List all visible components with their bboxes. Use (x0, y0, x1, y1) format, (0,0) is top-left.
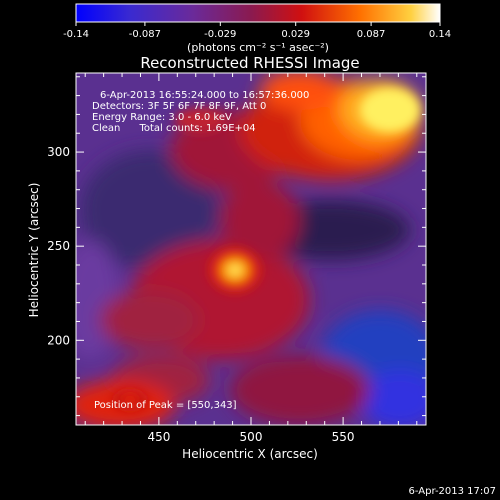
annotation-detectors: Detectors: 3F 5F 6F 7F 8F 9F, Att 0 (92, 101, 266, 112)
x-axis-label: Heliocentric X (arcsec) (182, 447, 318, 461)
annotation-time: 6-Apr-2013 16:55:24.000 to 16:57:36.000 (100, 90, 309, 101)
y-tick-label: 200 (47, 333, 70, 347)
y-axis-label: Heliocentric Y (arcsec) (27, 183, 41, 318)
colorbar-gradient (75, 3, 441, 23)
colorbar-tick-label: -0.029 (204, 29, 236, 40)
chart-title: Reconstructed RHESSI Image (140, 54, 359, 72)
colorbar-tick-label: 0.029 (281, 29, 310, 40)
colorbar-tick-label: -0.14 (63, 29, 89, 40)
colorbar-unit-label: (photons cm⁻² s⁻¹ asec⁻²) (187, 41, 329, 54)
peak-position-label: Position of Peak = [550,343] (94, 400, 237, 411)
colorbar-tick-label: 0.14 (429, 29, 451, 40)
annotation-energy: Energy Range: 3.0 - 6.0 keV (92, 112, 232, 123)
annotation-block: 6-Apr-2013 16:55:24.000 to 16:57:36.000 … (92, 90, 309, 134)
colorbar: -0.14 -0.087 -0.029 0.029 0.087 0.14 (photons… (63, 3, 451, 54)
footer-timestamp: 6-Apr-2013 17:07 (409, 486, 496, 497)
heatmap-image (76, 73, 426, 425)
annotation-clean: Clean Total counts: 1.69E+04 (92, 123, 256, 134)
y-tick-label: 300 (47, 145, 70, 159)
x-tick-label: 550 (332, 430, 355, 444)
x-tick-label: 450 (147, 430, 170, 444)
x-tick-label: 500 (240, 430, 263, 444)
y-tick-label: 250 (47, 239, 70, 253)
colorbar-tick-label: 0.087 (357, 29, 386, 40)
colorbar-tick-label: -0.087 (129, 29, 161, 40)
